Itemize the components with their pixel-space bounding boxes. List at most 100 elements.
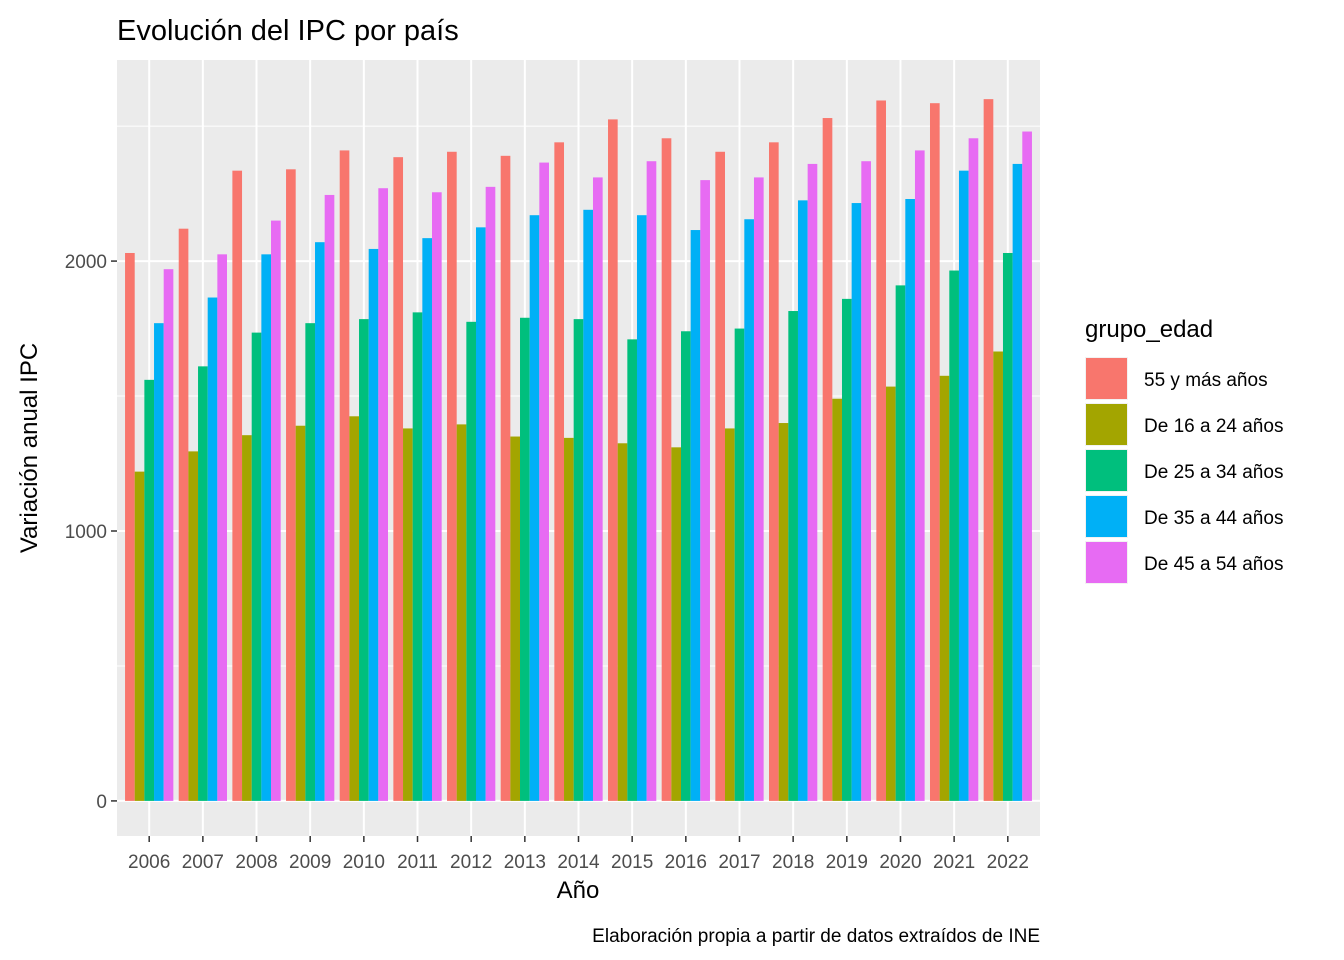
bar bbox=[617, 443, 628, 801]
bar bbox=[324, 194, 335, 801]
x-tick-label: 2013 bbox=[504, 852, 546, 873]
bar bbox=[198, 366, 208, 801]
x-tick-label: 2018 bbox=[772, 852, 814, 873]
bar bbox=[368, 248, 379, 801]
chart-title: Evolución del IPC por país bbox=[117, 15, 459, 47]
bar bbox=[447, 151, 457, 801]
bar bbox=[939, 375, 950, 801]
bar bbox=[286, 169, 296, 801]
x-axis-title: Año bbox=[557, 877, 600, 904]
bar bbox=[807, 163, 818, 801]
bar bbox=[769, 142, 779, 801]
legend-swatch bbox=[1086, 450, 1127, 491]
bar bbox=[393, 157, 404, 801]
bar bbox=[466, 321, 477, 801]
bar bbox=[349, 416, 360, 801]
bars bbox=[125, 99, 1032, 801]
x-tick-label: 2010 bbox=[343, 852, 385, 873]
bar bbox=[646, 161, 657, 801]
bar bbox=[734, 328, 745, 801]
bar bbox=[690, 230, 701, 801]
bar bbox=[412, 312, 423, 801]
bar bbox=[753, 177, 764, 801]
bar bbox=[305, 323, 316, 801]
bar bbox=[154, 323, 164, 801]
bar bbox=[500, 155, 511, 801]
bar bbox=[564, 437, 574, 801]
x-tick-label: 2011 bbox=[397, 852, 438, 873]
legend-swatch bbox=[1086, 542, 1127, 583]
bar bbox=[993, 351, 1003, 801]
bar bbox=[485, 186, 496, 801]
x-tick-label: 2012 bbox=[450, 852, 492, 873]
bar bbox=[608, 119, 618, 801]
bar bbox=[232, 170, 243, 801]
bar bbox=[476, 227, 486, 801]
bar bbox=[529, 215, 540, 801]
bar bbox=[592, 177, 603, 801]
chart-caption: Elaboración propia a partir de datos ext… bbox=[592, 926, 1040, 947]
legend-title: grupo_edad bbox=[1085, 316, 1213, 343]
bar bbox=[778, 423, 789, 801]
bar bbox=[520, 317, 530, 801]
y-tick-label: 0 bbox=[96, 792, 107, 813]
legend-label: 55 y más años bbox=[1144, 370, 1268, 391]
legend: grupo_edad 55 y más años De 16 a 24 años D… bbox=[1085, 316, 1283, 584]
bar bbox=[178, 228, 189, 801]
x-tick-label: 2009 bbox=[289, 852, 331, 873]
x-tick-label: 2015 bbox=[611, 852, 653, 873]
x-axis: 2006 2007 2008 2009 2010 2011 2012 2013 2014 2015… bbox=[128, 836, 1029, 873]
bar bbox=[885, 386, 896, 801]
x-tick-label: 2007 bbox=[182, 852, 224, 873]
bar bbox=[422, 238, 433, 801]
bar bbox=[929, 103, 940, 801]
bar bbox=[861, 161, 871, 801]
x-tick-label: 2008 bbox=[235, 852, 277, 873]
bar bbox=[661, 138, 672, 801]
bar bbox=[339, 150, 350, 801]
bar bbox=[876, 100, 886, 801]
bar bbox=[432, 192, 442, 801]
bar bbox=[788, 311, 798, 801]
bar bbox=[671, 447, 681, 801]
bar bbox=[797, 200, 808, 801]
bar bbox=[217, 254, 228, 801]
bar bbox=[134, 471, 145, 801]
x-tick-label: 2017 bbox=[718, 852, 760, 873]
bar bbox=[242, 435, 252, 801]
bar bbox=[261, 254, 272, 801]
legend-swatch bbox=[1086, 496, 1127, 537]
y-axis: 0 1000 2000 bbox=[65, 252, 117, 813]
bar bbox=[144, 379, 155, 801]
bar bbox=[700, 180, 710, 801]
bar bbox=[251, 332, 262, 801]
bar bbox=[378, 188, 388, 801]
bar bbox=[207, 297, 218, 801]
bar bbox=[983, 99, 994, 801]
x-tick-label: 2021 bbox=[933, 852, 975, 873]
bar bbox=[583, 209, 593, 801]
bar bbox=[539, 162, 549, 801]
bar bbox=[914, 150, 925, 801]
bar bbox=[715, 151, 725, 801]
bar bbox=[627, 339, 637, 801]
bar bbox=[510, 436, 521, 801]
legend-label: De 25 a 34 años bbox=[1144, 462, 1283, 483]
bar bbox=[188, 451, 199, 801]
bar bbox=[1002, 252, 1013, 801]
bar bbox=[1012, 163, 1023, 801]
legend-swatch bbox=[1086, 404, 1127, 445]
bar bbox=[271, 220, 281, 801]
bar bbox=[822, 118, 833, 801]
bar bbox=[163, 269, 174, 801]
legend-label: De 16 a 24 años bbox=[1144, 416, 1283, 437]
bar bbox=[403, 428, 413, 801]
x-tick-label: 2014 bbox=[557, 852, 600, 873]
bar bbox=[905, 199, 915, 801]
x-tick-label: 2006 bbox=[128, 852, 170, 873]
y-tick-label: 2000 bbox=[65, 252, 107, 273]
bar bbox=[949, 270, 959, 801]
bar bbox=[315, 242, 325, 801]
x-tick-label: 2022 bbox=[987, 852, 1029, 873]
bar bbox=[295, 425, 306, 801]
